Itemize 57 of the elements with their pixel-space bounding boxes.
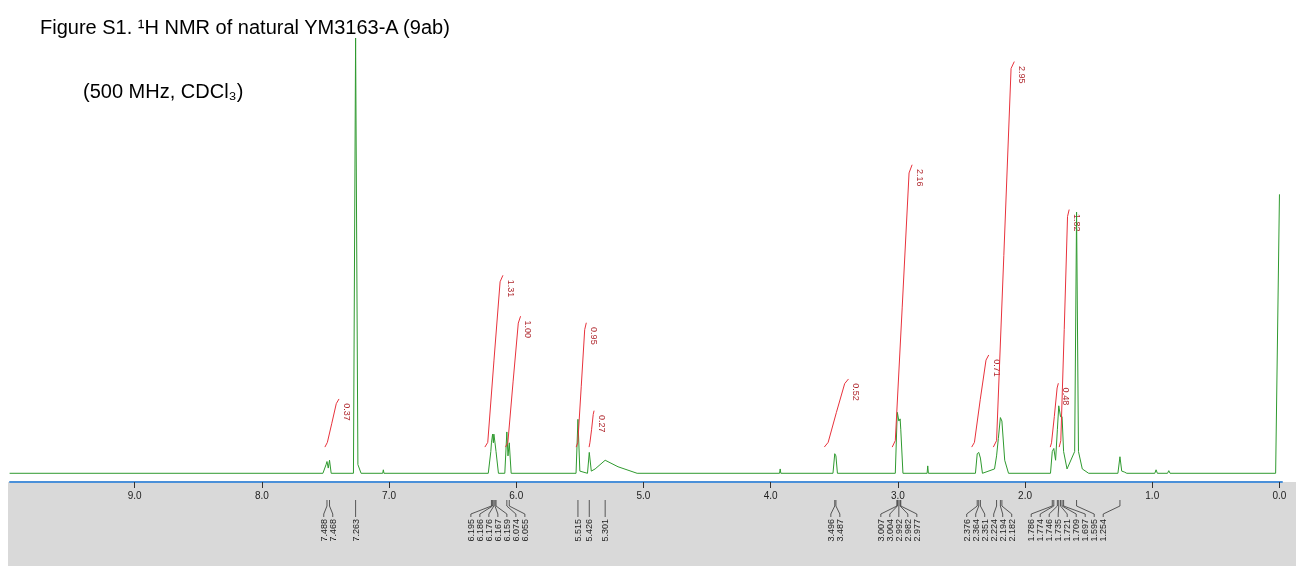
annotation: 2.224 xyxy=(988,519,999,542)
annotation: 6.195 xyxy=(465,519,476,542)
annotation: 1.746 xyxy=(1044,519,1055,542)
annotation: 7.468 xyxy=(327,519,338,542)
annotation: 2.992 xyxy=(893,519,904,542)
annotation: 1.709 xyxy=(1071,519,1082,542)
annotation: 3.496 xyxy=(825,519,836,542)
annotation: 0.71 xyxy=(991,359,1002,377)
x-tick-label: 5.0 xyxy=(636,489,651,501)
annotation: 3.007 xyxy=(875,519,886,542)
annotation: 5.301 xyxy=(600,519,611,542)
x-tick-label: 1.0 xyxy=(1145,489,1160,501)
text: (500 MHz, CDCl₃) xyxy=(83,80,244,102)
annotation: 2.376 xyxy=(961,519,972,542)
annotation: 6.159 xyxy=(501,519,512,542)
annotation: 5.426 xyxy=(584,519,595,542)
x-tick-label: 7.0 xyxy=(382,489,397,501)
annotation: 6.074 xyxy=(510,519,521,542)
x-tick-label: 3.0 xyxy=(890,489,906,501)
annotation: 0.37 xyxy=(341,403,352,421)
annotation: 2.364 xyxy=(970,519,981,542)
annotation: 2.351 xyxy=(979,519,990,542)
x-tick-label: 8.0 xyxy=(254,489,270,501)
x-tick-label: 9.0 xyxy=(127,489,143,501)
annotation: 2.182 xyxy=(1006,519,1017,542)
annotation: 6.167 xyxy=(492,519,503,542)
annotation: 1.697 xyxy=(1080,519,1091,542)
annotation: 2.982 xyxy=(902,519,913,542)
x-tick-label: 4.0 xyxy=(763,489,779,501)
annotation: 1.786 xyxy=(1026,519,1037,542)
annotation: 7.488 xyxy=(318,519,329,542)
annotation: 7.263 xyxy=(350,519,361,542)
annotation: 1.595 xyxy=(1089,519,1100,542)
chart-title: Figure S1. ¹H NMR of natural YM3163-A (9ab) xyxy=(40,16,450,38)
annotation: 6.176 xyxy=(483,519,494,542)
x-tick-label: 0.0 xyxy=(1272,489,1287,501)
annotation: 2.16 xyxy=(914,169,925,187)
annotation: 3.004 xyxy=(884,519,895,542)
annotation: 1.00 xyxy=(523,320,534,339)
annotation: 1.774 xyxy=(1035,519,1046,542)
annotation: 0.27 xyxy=(596,415,607,433)
annotation: 1.254 xyxy=(1098,519,1109,542)
annotation: 0.48 xyxy=(1061,387,1072,406)
annotation: 2.977 xyxy=(911,519,922,542)
annotation: 0.52 xyxy=(851,383,862,401)
x-tick-label: 6.0 xyxy=(509,489,524,501)
annotation: 0.95 xyxy=(589,327,600,345)
annotation: 1.735 xyxy=(1053,519,1064,542)
annotation: 6.186 xyxy=(474,519,485,542)
annotation: 3.487 xyxy=(834,519,845,542)
annotation: 5.515 xyxy=(572,519,583,542)
annotation: 1.31 xyxy=(505,279,516,298)
annotation: 6.055 xyxy=(519,519,530,542)
annotation: 2.95 xyxy=(1017,65,1028,84)
annotation: 2.194 xyxy=(997,519,1008,542)
x-tick-label: 2.0 xyxy=(1018,489,1033,501)
annotation: 1.721 xyxy=(1062,519,1073,542)
